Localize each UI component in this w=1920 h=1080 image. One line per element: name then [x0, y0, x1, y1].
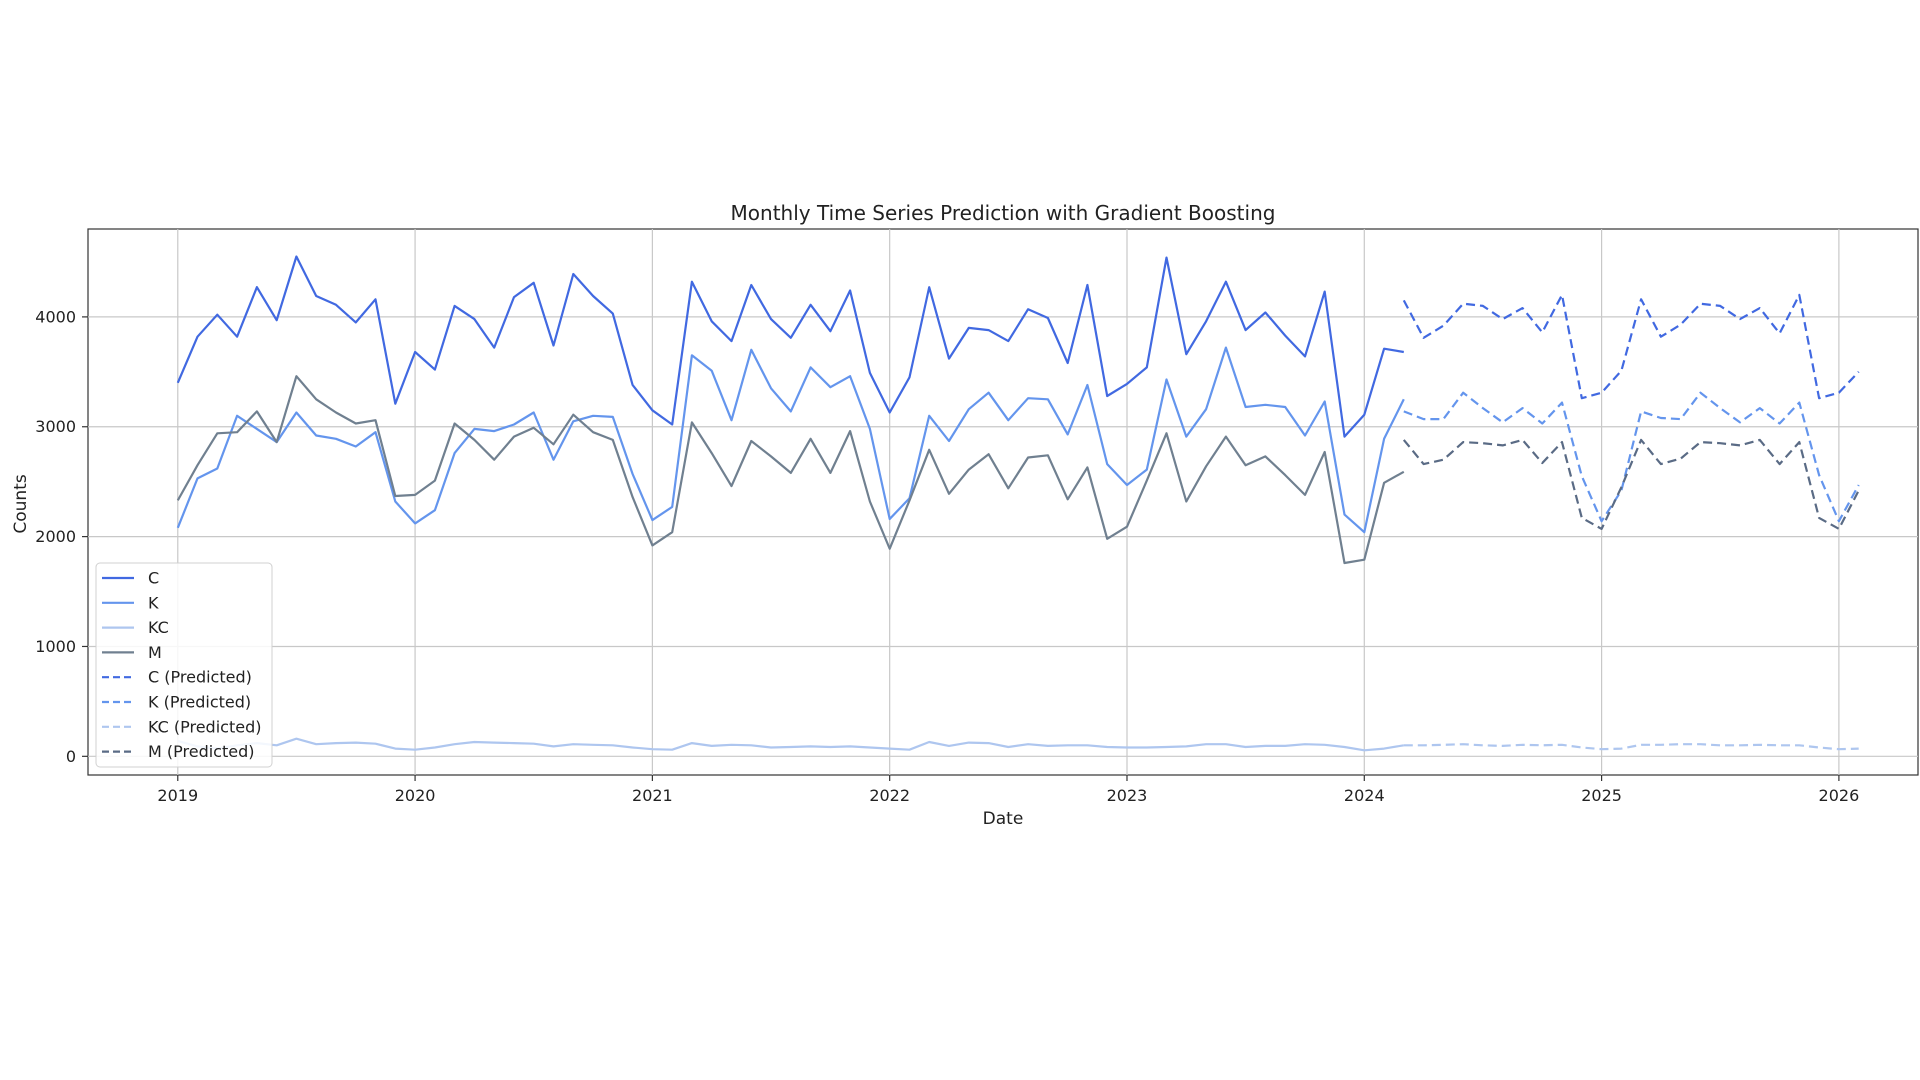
legend-label: KC — [148, 618, 169, 637]
legend-label: K (Predicted) — [148, 693, 251, 712]
legend-label: K — [148, 593, 159, 612]
y-axis-ticks: 0 1000 2000 3000 4000 — [35, 307, 88, 766]
x-tick-label: 2026 — [1819, 786, 1860, 805]
grid — [88, 229, 1918, 775]
legend-label: C — [148, 569, 159, 588]
series-line-k — [176, 346, 1405, 534]
x-tick-label: 2024 — [1344, 786, 1385, 805]
x-axis-ticks: 2019 2020 2021 2022 2023 2024 2025 2026 — [157, 775, 1859, 805]
x-tick-label: 2019 — [157, 786, 198, 805]
series-layer — [176, 255, 1860, 752]
y-tick-label: 2000 — [35, 527, 76, 546]
series-line-kc — [177, 737, 1404, 752]
series-line-c — [176, 255, 1404, 438]
x-axis-label: Date — [983, 809, 1024, 829]
y-axis-label: Counts — [11, 474, 31, 533]
legend-box — [95, 562, 273, 768]
x-tick-label: 2021 — [632, 786, 673, 805]
legend: CK KC M C (Predicted) K (Predicted) KC (Predi… — [95, 562, 273, 768]
series-line-kc-predicted — [1403, 743, 1859, 751]
y-tick-label: 3000 — [35, 417, 76, 436]
x-tick-label: 2023 — [1107, 786, 1148, 805]
x-tick-label: 2025 — [1581, 786, 1622, 805]
series-line-m-predicted — [1402, 438, 1860, 531]
x-tick-label: 2022 — [869, 786, 910, 805]
chart-title: Monthly Time Series Prediction with Grad… — [731, 201, 1276, 225]
legend-label: M — [148, 643, 162, 662]
x-tick-label: 2020 — [395, 786, 436, 805]
legend-label: M (Predicted) — [148, 742, 254, 761]
y-tick-label: 4000 — [35, 307, 76, 326]
series-line-c-predicted — [1402, 293, 1860, 400]
legend-label: KC (Predicted) — [148, 717, 261, 736]
series-line-m — [176, 375, 1405, 565]
y-tick-label: 0 — [66, 747, 76, 766]
y-tick-label: 1000 — [35, 637, 76, 656]
series-line-k-predicted — [1403, 391, 1860, 523]
plot-frame — [87, 228, 1919, 776]
legend-label: C (Predicted) — [148, 668, 252, 687]
